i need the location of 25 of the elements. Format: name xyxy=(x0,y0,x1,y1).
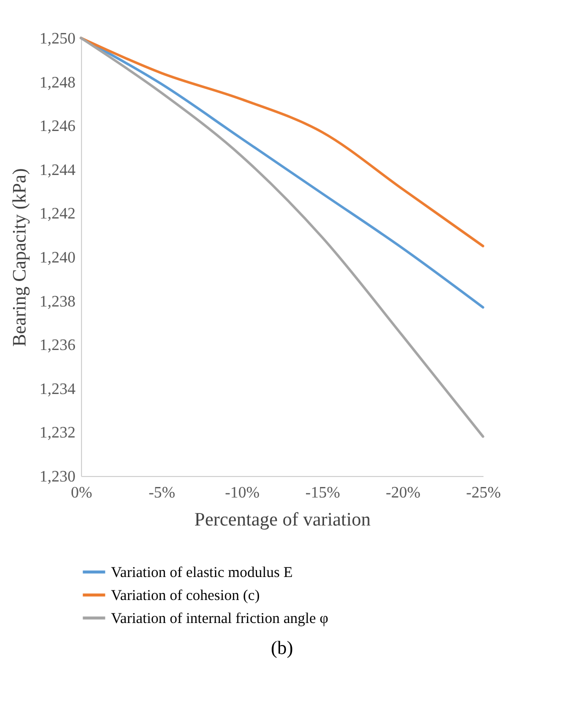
x-tick-label: -25% xyxy=(466,484,501,502)
legend-label: Variation of cohesion (c) xyxy=(111,588,260,604)
legend-label: Variation of internal friction angle φ xyxy=(111,611,329,627)
y-tick-label: 1,236 xyxy=(40,337,76,354)
x-tick-label: -15% xyxy=(305,484,340,502)
x-tick-label: -20% xyxy=(386,484,420,502)
legend-label: Variation of elastic modulus E xyxy=(111,565,293,581)
x-tick-label: -10% xyxy=(224,484,260,502)
y-tick-label: 1,250 xyxy=(40,30,76,48)
line-series xyxy=(80,36,484,438)
y-tick-label: 1,244 xyxy=(40,162,76,179)
y-tick-label: 1,246 xyxy=(40,118,76,136)
x-tick-label: -5% xyxy=(148,484,176,502)
x-axis-title: Percentage of variation xyxy=(194,510,372,530)
y-tick-label: 1,240 xyxy=(40,250,76,266)
y-tick-label: 1,242 xyxy=(40,206,76,223)
y-tick-label: 1,234 xyxy=(40,380,76,398)
y-tick-label: 1,230 xyxy=(40,468,76,486)
y-axis-title: Bearing Capacity (kPa) xyxy=(10,168,30,347)
line-series xyxy=(80,36,484,248)
y-tick-label: 1,232 xyxy=(40,424,76,442)
text: (b) xyxy=(270,638,294,660)
y-tick-label: 1,238 xyxy=(40,293,76,310)
y-tick-label: 1,248 xyxy=(40,74,76,92)
x-tick-label: 0% xyxy=(70,484,92,502)
